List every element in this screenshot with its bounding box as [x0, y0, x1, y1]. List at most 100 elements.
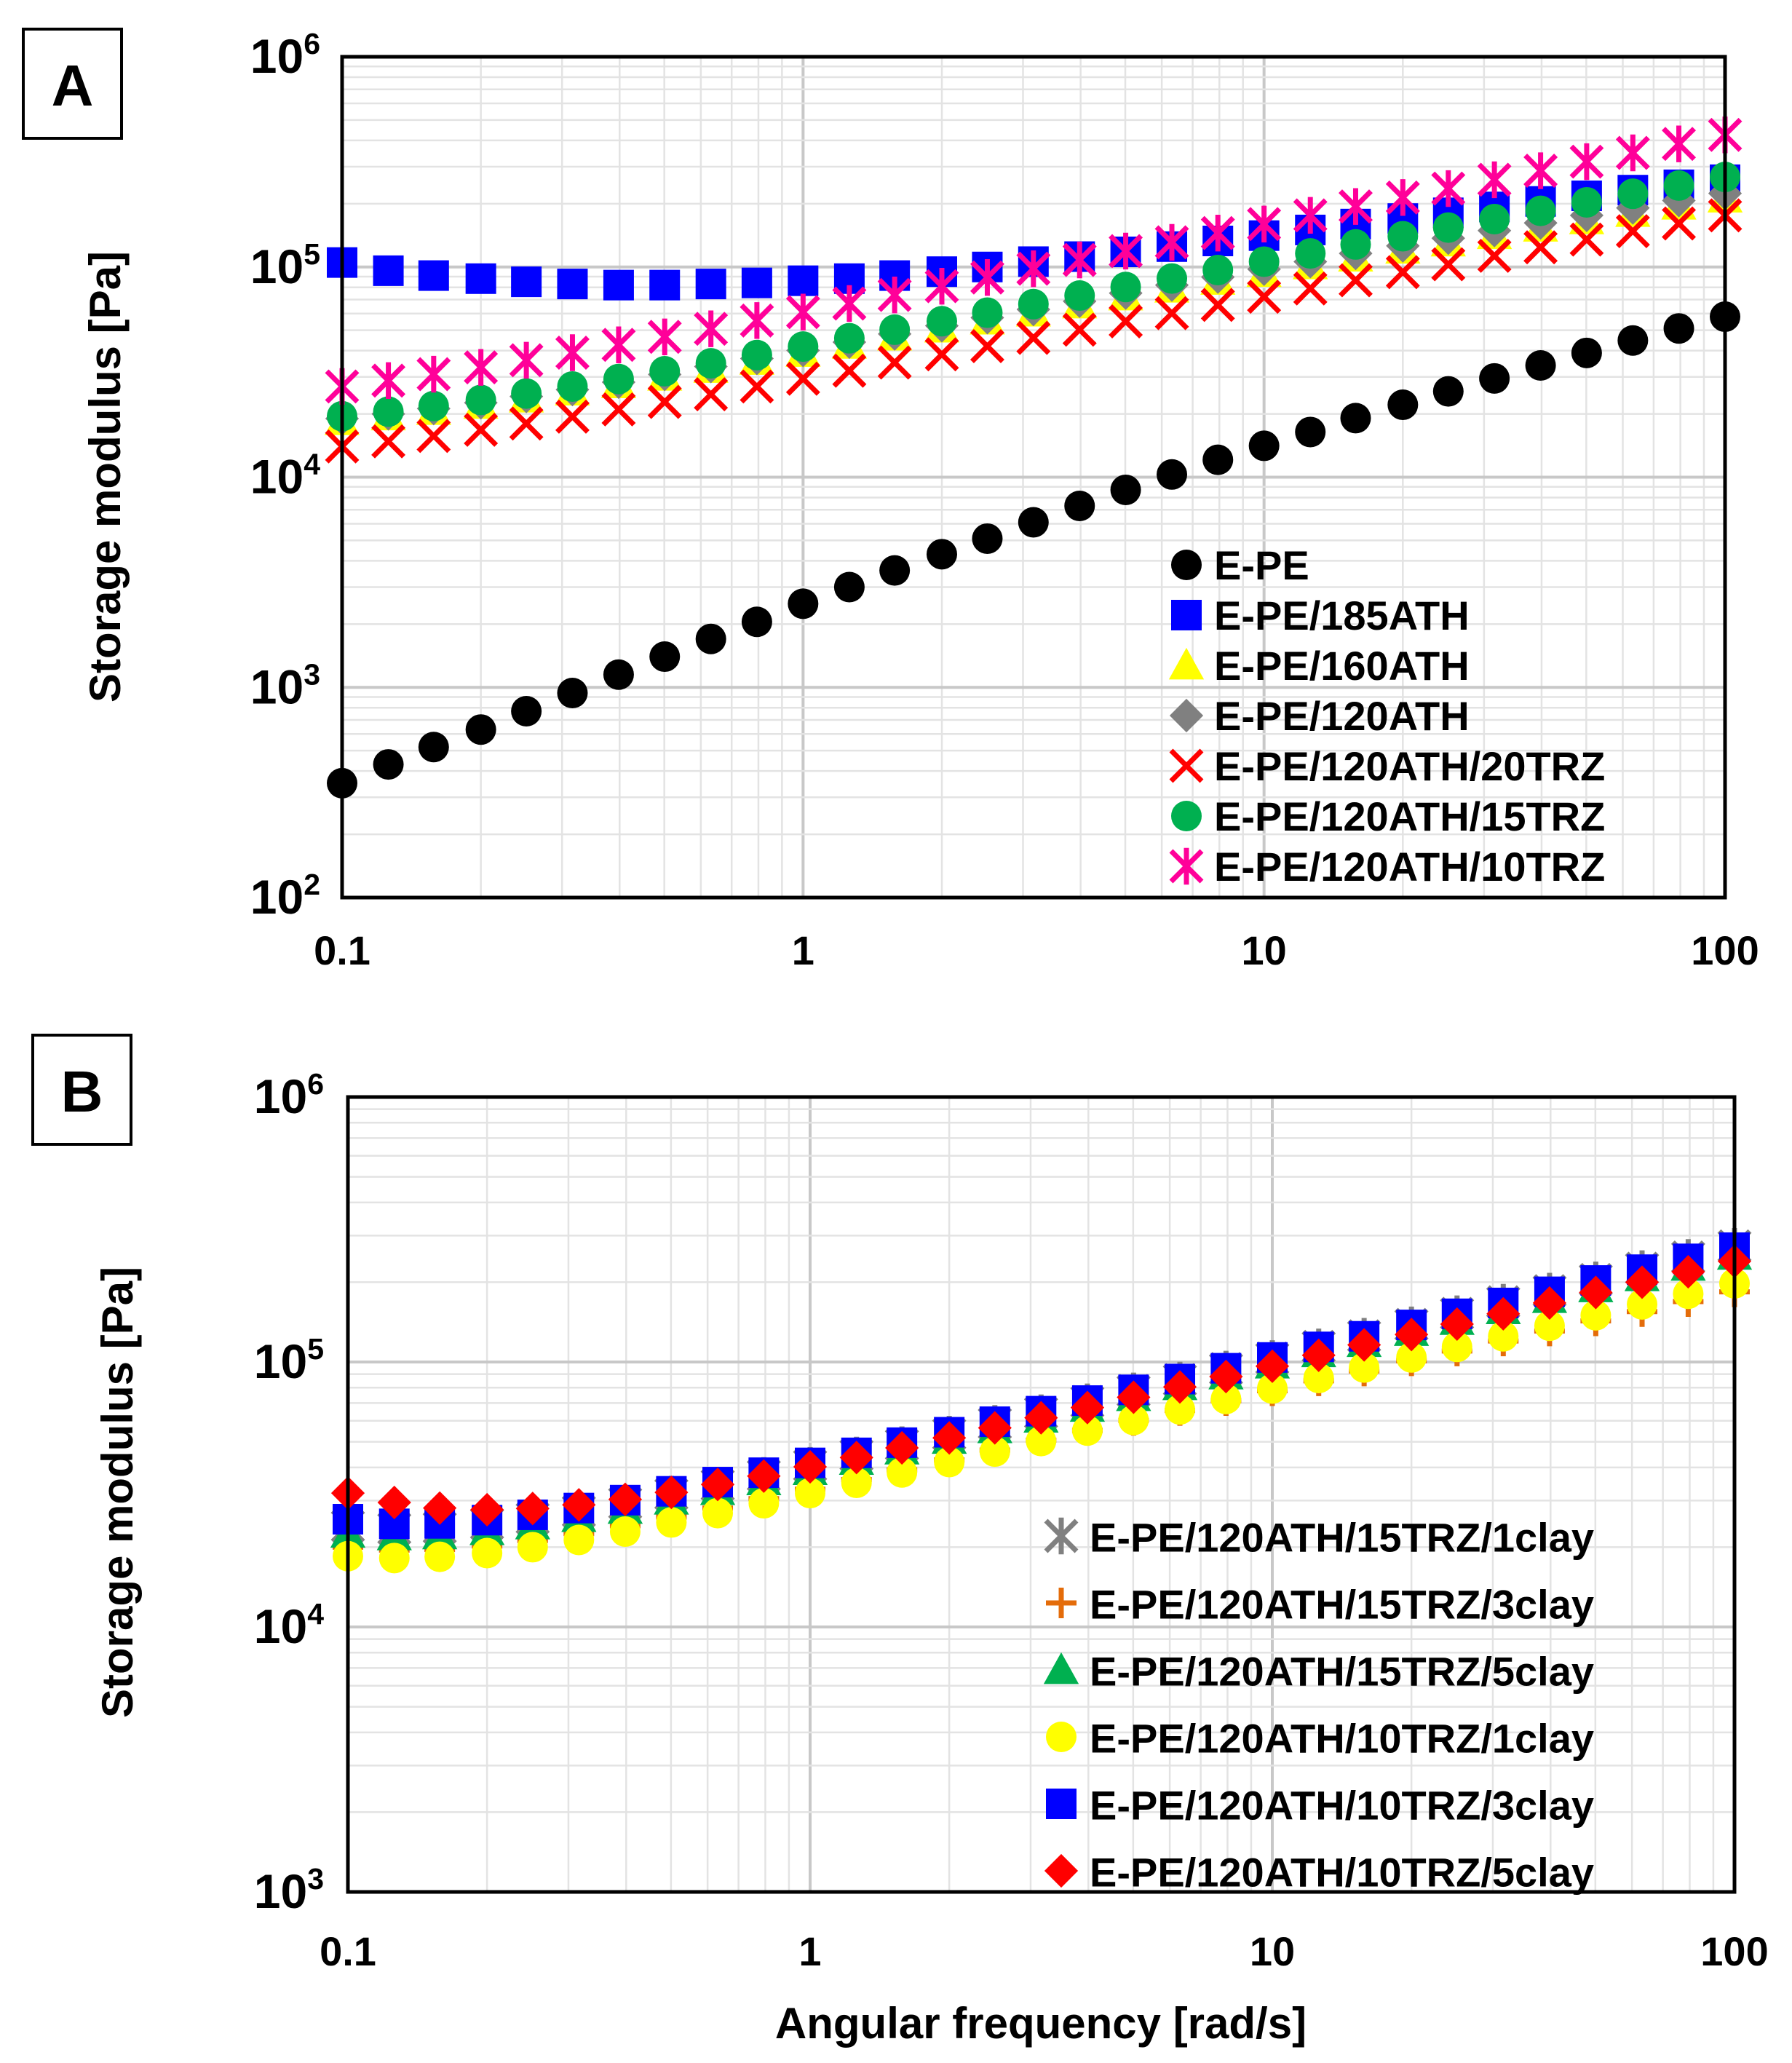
data-point [1396, 1342, 1427, 1373]
data-point [1673, 1278, 1704, 1310]
data-point [649, 356, 681, 387]
data-point [1026, 1425, 1057, 1457]
data-point [609, 1516, 641, 1548]
data-point [926, 539, 957, 570]
legend-label: E-PE/120ATH/10TRZ/5clay [1090, 1850, 1594, 1896]
data-point [656, 1507, 687, 1538]
data-point [1248, 246, 1280, 277]
data-point [1295, 238, 1326, 269]
data-point [1018, 507, 1049, 538]
x-tick-label: 0.1 [320, 1928, 376, 1974]
data-point [970, 329, 1004, 364]
data-point [747, 1459, 781, 1493]
data-point [371, 362, 406, 400]
data-point [555, 334, 590, 371]
data-point [1477, 161, 1512, 199]
data-point [788, 331, 819, 363]
data-point [1488, 1320, 1519, 1352]
data-point [603, 659, 634, 690]
legend-marker [1046, 1789, 1077, 1819]
data-point [1018, 288, 1049, 320]
data-point [1347, 1328, 1381, 1362]
y-tick-label: 104 [254, 1597, 324, 1653]
data-point [1440, 1307, 1474, 1342]
data-point [1209, 1359, 1243, 1394]
data-point [748, 1488, 780, 1519]
data-point [418, 732, 449, 763]
data-point [465, 714, 496, 745]
data-point [972, 523, 1003, 554]
x-tick-labels: 0.1 1 10 100 [314, 927, 1759, 973]
data-point [1625, 1265, 1660, 1299]
data-point [511, 266, 542, 298]
data-point [1293, 271, 1328, 306]
data-point [1387, 389, 1419, 421]
legend-marker [1046, 1588, 1077, 1618]
data-point [1295, 416, 1326, 448]
data-point [418, 260, 449, 291]
data-point [1165, 1394, 1196, 1425]
x-axis-title: Angular frequency [rad/s] [775, 1999, 1307, 2048]
data-point [470, 1492, 504, 1527]
data-point [378, 1543, 410, 1574]
x-tick-label: 1 [792, 927, 814, 973]
data-point [695, 623, 726, 654]
legend-marker [1043, 1652, 1079, 1684]
legend-marker [1171, 801, 1202, 831]
legend-marker [1171, 600, 1202, 630]
data-point [1118, 1404, 1149, 1436]
data-point [1016, 250, 1051, 288]
legend-marker [1044, 1517, 1079, 1555]
data-point [695, 348, 726, 379]
legend-label: E-PE/120ATH/20TRZ [1214, 743, 1605, 789]
data-point [416, 419, 451, 454]
data-point [557, 678, 588, 709]
data-point [1385, 255, 1420, 290]
data-point [511, 696, 542, 727]
data-point [1525, 195, 1556, 226]
x-tick-label: 10 [1250, 1928, 1295, 1974]
data-point [1070, 1390, 1105, 1425]
data-point [879, 314, 911, 345]
data-point [1248, 430, 1280, 462]
data-point [833, 571, 865, 603]
data-point [785, 361, 820, 396]
data-point [371, 424, 406, 459]
data-point [1441, 1331, 1472, 1363]
data-point [1064, 490, 1095, 521]
data-point [934, 1446, 965, 1478]
data-point [1064, 280, 1095, 312]
legend-marker [1169, 698, 1204, 733]
data-point [788, 265, 819, 296]
y-axis-title: Storage modulus [Pa] [81, 251, 130, 702]
y-tick-labels: 103 104 105 106 [254, 1067, 324, 1918]
data-point [1479, 203, 1510, 234]
data-point [1247, 205, 1282, 243]
y-tick-label: 106 [250, 27, 320, 83]
y-axis-title: Storage modulus [Pa] [93, 1267, 142, 1718]
data-point [1157, 263, 1188, 294]
data-point [795, 1478, 825, 1509]
data-point [979, 1436, 1010, 1468]
data-point [1571, 337, 1602, 368]
data-point [885, 1430, 919, 1465]
data-point [1615, 134, 1650, 172]
data-point [1110, 272, 1141, 303]
data-point [1385, 179, 1420, 216]
plot-frame [346, 1095, 1737, 1894]
legend-label: E-PE/120ATH/10TRZ [1214, 844, 1605, 890]
data-point [649, 269, 681, 301]
data-point [1523, 152, 1558, 189]
legend-label: E-PE/120ATH/10TRZ/3clay [1090, 1783, 1594, 1829]
data-point [647, 384, 682, 419]
data-point [509, 341, 544, 379]
data-point [1071, 1415, 1103, 1446]
data-point [1525, 350, 1556, 381]
data-point [785, 293, 820, 330]
data-point [1349, 1352, 1380, 1383]
data-point [1663, 313, 1694, 344]
data-point [788, 588, 819, 619]
data-point [1671, 1254, 1705, 1289]
data-point [416, 355, 451, 393]
data-point [1432, 376, 1464, 407]
